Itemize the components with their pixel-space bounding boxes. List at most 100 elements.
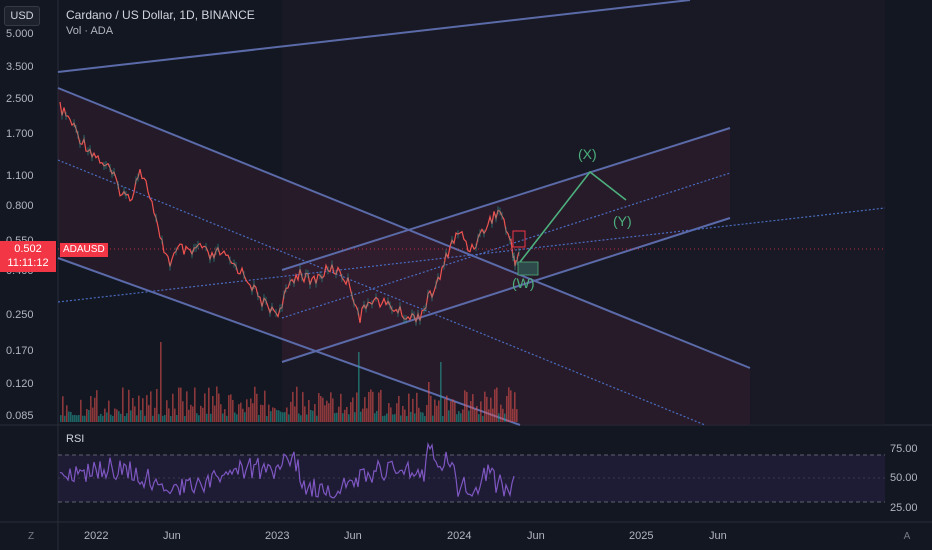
volume-bar	[224, 409, 226, 422]
volume-bar	[414, 413, 416, 422]
volume-bar	[428, 382, 430, 422]
volume-bar	[120, 413, 122, 422]
volume-bar	[382, 415, 384, 422]
volume-bar	[508, 387, 510, 422]
last-price-value: 0.502	[14, 243, 42, 255]
volume-bar	[348, 414, 350, 422]
volume-bar	[440, 362, 442, 422]
wave-projection-path[interactable]	[519, 170, 627, 263]
last-price-tag: 0.502 11:11:12	[0, 241, 56, 272]
volume-bar	[474, 409, 476, 422]
volume-bar	[282, 412, 284, 422]
price-tick: 0.250	[6, 309, 34, 321]
volume-bar	[394, 414, 396, 422]
rsi-pane	[58, 454, 885, 503]
volume-bar	[494, 389, 496, 422]
volume-bar	[374, 413, 376, 422]
wave-label-w[interactable]: (W)	[512, 275, 535, 291]
volume-bar	[308, 400, 310, 422]
volume-bar	[298, 413, 300, 422]
volume-bar	[196, 413, 198, 422]
volume-bar	[128, 389, 130, 422]
volume-bar	[184, 415, 186, 422]
volume-bar	[226, 415, 228, 422]
volume-bar	[126, 413, 128, 422]
volume-bar	[84, 415, 86, 422]
timezone-button[interactable]: Z	[27, 531, 35, 542]
volume-bar	[136, 415, 138, 422]
volume-bar	[130, 410, 132, 422]
volume-bar	[68, 411, 70, 422]
volume-bar	[100, 413, 102, 422]
volume-bar	[102, 415, 104, 422]
volume-bar	[144, 415, 146, 422]
volume-bar	[116, 409, 118, 422]
volume-bar	[246, 399, 248, 422]
volume-bar	[170, 415, 172, 422]
volume-bar	[456, 414, 458, 422]
volume-bar	[88, 410, 90, 422]
volume-bar	[302, 392, 304, 422]
volume-bar	[234, 412, 236, 422]
volume-bar	[400, 415, 402, 422]
volume-bar	[76, 415, 78, 422]
volume-bar	[512, 408, 514, 422]
volume-bar	[404, 409, 406, 422]
volume-bar	[386, 413, 388, 422]
volume-bar	[254, 386, 256, 422]
volume-bar	[362, 408, 364, 422]
volume-bar	[134, 406, 136, 422]
volume-bar	[406, 415, 408, 422]
currency-button[interactable]: USD	[4, 6, 40, 26]
auto-scale-button[interactable]: A	[903, 531, 911, 542]
volume-bar	[318, 393, 320, 422]
volume-bar	[476, 406, 478, 422]
volume-bar	[202, 407, 204, 422]
future-zone	[282, 0, 885, 425]
volume-bar	[206, 413, 208, 422]
price-tick: 2.500	[6, 93, 34, 105]
volume-bar	[252, 403, 254, 422]
price-tick: 0.120	[6, 378, 34, 390]
volume-bar	[424, 415, 426, 422]
volume-bar	[402, 406, 404, 422]
time-tick: 2024	[447, 530, 472, 542]
volume-bar	[176, 415, 178, 422]
volume-bar	[218, 393, 220, 422]
rsi-tick: 75.00	[890, 443, 918, 455]
volume-bar	[72, 415, 74, 422]
volume-bars	[60, 342, 518, 422]
time-tick: Jun	[709, 530, 727, 542]
volume-bar	[418, 407, 420, 422]
time-tick: Jun	[163, 530, 181, 542]
volume-bar	[322, 397, 324, 422]
volume-bar	[82, 415, 84, 422]
volume-bar	[364, 397, 366, 422]
volume-bar	[78, 414, 80, 422]
volume-bar	[350, 402, 352, 422]
dotted-trend-lines	[57, 159, 886, 426]
target-box[interactable]	[517, 261, 539, 276]
price-tick: 1.700	[6, 128, 34, 140]
wave-label-x[interactable]: (X)	[578, 146, 597, 162]
volume-bar	[186, 391, 188, 422]
volume-bar	[276, 410, 278, 422]
trend-lines[interactable]	[57, 0, 751, 426]
bar-countdown: 11:11:12	[7, 257, 49, 269]
volume-bar	[312, 410, 314, 422]
volume-bar	[444, 399, 446, 422]
volume-bar	[488, 409, 490, 422]
volume-bar	[260, 404, 262, 422]
price-tick: 5.000	[6, 28, 34, 40]
wave-label-y[interactable]: (Y)	[613, 213, 632, 229]
volume-bar	[204, 393, 206, 422]
price-tick: 0.085	[6, 410, 34, 422]
volume-bar	[188, 409, 190, 422]
volume-bar	[484, 391, 486, 422]
red-box[interactable]	[512, 230, 526, 248]
volume-bar	[426, 404, 428, 422]
volume-bar	[514, 392, 516, 422]
volume-bar	[240, 402, 242, 422]
volume-bar	[248, 407, 250, 422]
